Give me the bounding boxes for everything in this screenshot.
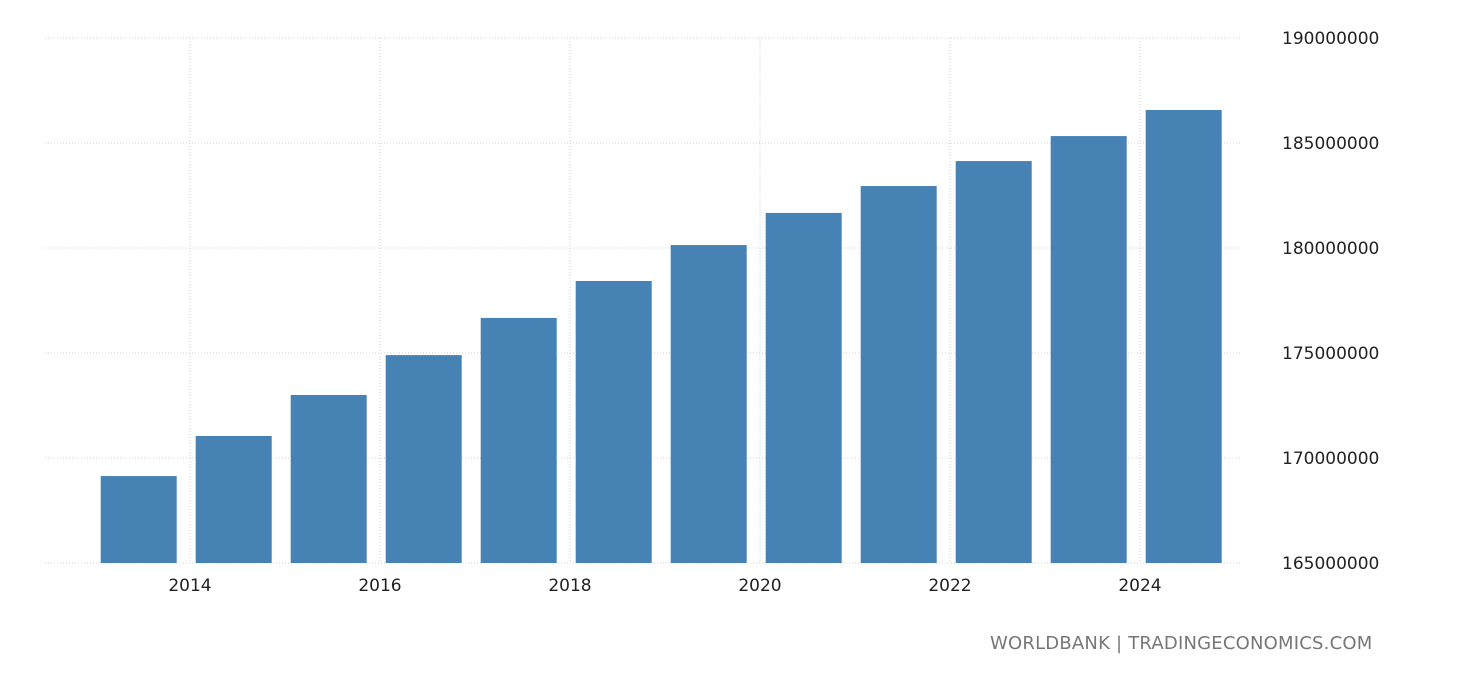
x-tick-label: 2022 <box>928 576 971 596</box>
y-tick-label: 185000000 <box>1282 134 1379 154</box>
bar-2013 <box>100 476 177 563</box>
bar-2022 <box>955 161 1032 563</box>
y-tick-label: 170000000 <box>1282 449 1379 469</box>
bar-2014 <box>195 435 272 563</box>
bar-2023 <box>1050 136 1127 563</box>
x-tick-label: 2016 <box>358 576 401 596</box>
x-tick-label: 2018 <box>548 576 591 596</box>
bar-2020 <box>765 212 842 563</box>
bar-2019 <box>670 245 747 563</box>
y-tick-label: 190000000 <box>1282 29 1379 49</box>
y-tick-label: 180000000 <box>1282 239 1379 259</box>
bar-2018 <box>575 280 652 563</box>
bar-2024 <box>1145 110 1222 563</box>
bar-2021 <box>860 186 937 564</box>
bar-2017 <box>480 317 557 563</box>
bar-2015 <box>290 395 367 563</box>
y-tick-label: 175000000 <box>1282 344 1379 364</box>
x-tick-label: 2014 <box>168 576 211 596</box>
x-tick-label: 2020 <box>738 576 781 596</box>
x-tick-label: 2024 <box>1118 576 1161 596</box>
source-footer: WORLDBANK | TRADINGECONOMICS.COM <box>990 633 1373 654</box>
bar-2016 <box>385 355 462 563</box>
y-tick-label: 165000000 <box>1282 554 1379 574</box>
